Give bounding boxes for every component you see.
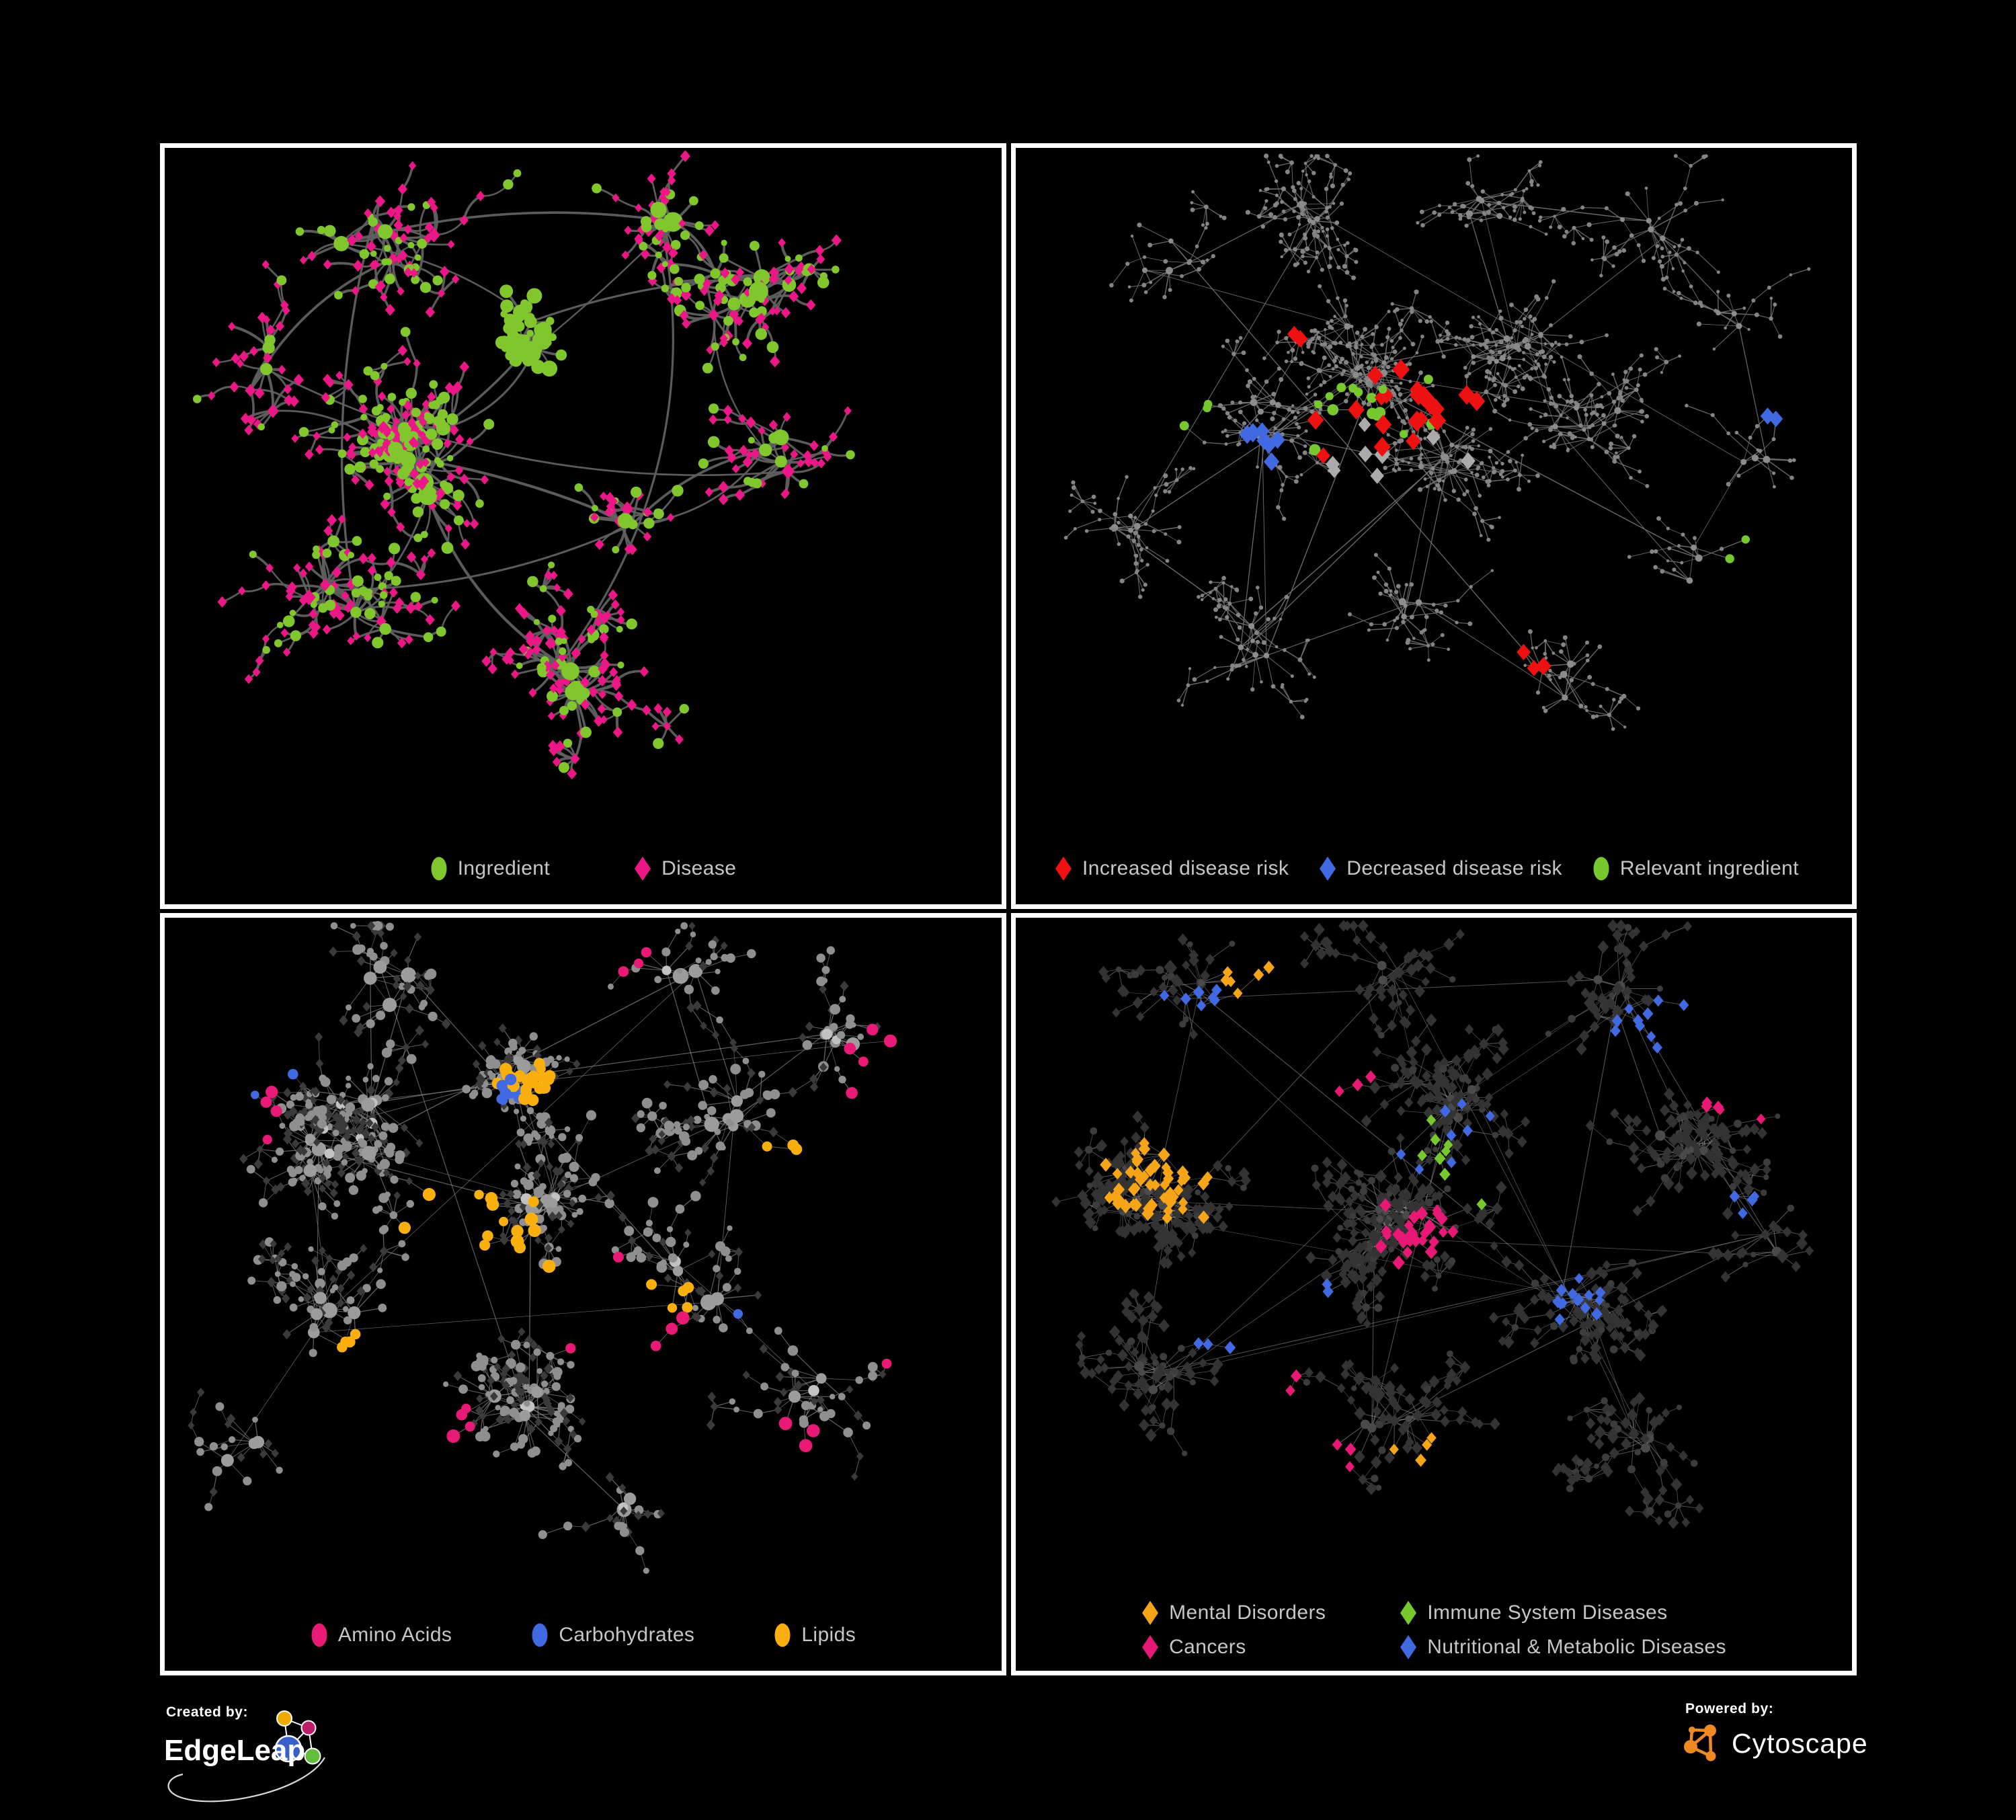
legend-ingredient-disease: Ingredient Disease [165, 856, 1002, 881]
legend-label: Increased disease risk [1082, 857, 1289, 879]
legend-label: Relevant ingredient [1619, 857, 1799, 879]
edgeleap-swoosh [167, 1757, 325, 1803]
panel-ingredient-disease: Ingredient Disease [160, 143, 1006, 909]
legend-ellipse-marker-icon [774, 1623, 791, 1647]
legend-item-amino-acids: Amino Acids [311, 1622, 452, 1648]
edgeleap-wordmark: EdgeLeap [164, 1734, 305, 1767]
cytoscape-brand-row: Cytoscape [1683, 1723, 1868, 1764]
legend-item-disease: Disease [634, 856, 736, 881]
nutrient-classes-network-graph [188, 920, 897, 1574]
legend-diamond-marker-icon [1320, 857, 1336, 881]
legend-diamond-marker-icon [1055, 857, 1072, 881]
panel-nutrient-classes: Amino Acids Carbohydrates Lipids [160, 913, 1006, 1675]
legend-item-mental-disorders: Mental Disorders [1141, 1600, 1326, 1626]
legend-ellipse-marker-icon [311, 1623, 327, 1647]
legend-diamond-marker-icon [1400, 1601, 1417, 1625]
edgeleap-logo: EdgeLeap [164, 1710, 325, 1803]
powered-by-label: Powered by: [1685, 1701, 1774, 1716]
legend-label: Disease [661, 857, 737, 879]
legend-item-nutritional-metabolic-diseases: Nutritional & Metabolic Diseases [1400, 1634, 1726, 1660]
legend-diamond-marker-icon [1142, 1635, 1159, 1659]
legend-ellipse-marker-icon [431, 857, 447, 881]
legend-label: Nutritional & Metabolic Diseases [1427, 1636, 1726, 1658]
legend-label: Amino Acids [337, 1624, 452, 1646]
legend-label: Ingredient [457, 857, 551, 879]
disease-risk-network-graph [1063, 153, 1811, 731]
legend-item-immune-system-diseases: Immune System Diseases [1400, 1600, 1726, 1626]
legend-ellipse-marker-icon [1593, 857, 1609, 881]
legend-item-decreased-disease-risk: Decreased disease risk [1319, 856, 1562, 881]
ingredient-disease-network-graph [193, 150, 855, 780]
legend-item-ingredient: Ingredient [430, 856, 550, 881]
legend-label: Decreased disease risk [1346, 857, 1562, 879]
panel-disease-risk: Increased disease risk Decreased disease … [1011, 143, 1857, 909]
legend-ellipse-marker-icon [532, 1623, 548, 1647]
legend-diamond-marker-icon [1142, 1601, 1159, 1625]
legend-item-relevant-ingredient: Relevant ingredient [1592, 856, 1799, 881]
legend-item-lipids: Lipids [774, 1622, 856, 1648]
panel-disease-classes: Mental Disorders Immune System Diseases Ca… [1011, 913, 1857, 1675]
legend-item-increased-disease-risk: Increased disease risk [1055, 856, 1289, 881]
disease-classes-network-graph [1051, 919, 1814, 1530]
legend-label: Carbohydrates [559, 1624, 695, 1646]
legend-item-cancers: Cancers [1141, 1634, 1326, 1660]
cytoscape-wordmark: Cytoscape [1732, 1727, 1868, 1759]
edgeleap-node-yellow [276, 1710, 292, 1727]
legend-disease-risk: Increased disease risk Decreased disease … [1016, 856, 1852, 881]
legend-nutrient-classes: Amino Acids Carbohydrates Lipids [165, 1622, 1002, 1648]
cytoscape-logo-icon [1684, 1725, 1716, 1762]
created-by-label: Created by: [166, 1704, 249, 1720]
legend-label: Mental Disorders [1169, 1601, 1326, 1624]
legend-diamond-marker-icon [635, 857, 651, 881]
cytoscape-logo-nodes [1684, 1725, 1716, 1762]
legend-label: Cancers [1169, 1636, 1246, 1658]
edgeleap-node-green [304, 1747, 321, 1765]
legend-disease-classes: Mental Disorders Immune System Diseases Ca… [1141, 1600, 1726, 1660]
edgeleap-node-blue [274, 1735, 303, 1763]
legend-label: Lipids [801, 1624, 856, 1646]
legend-diamond-marker-icon [1400, 1635, 1417, 1659]
legend-item-carbohydrates: Carbohydrates [531, 1622, 694, 1648]
edgeleap-node-magenta [300, 1720, 317, 1736]
legend-label: Immune System Diseases [1427, 1601, 1668, 1624]
